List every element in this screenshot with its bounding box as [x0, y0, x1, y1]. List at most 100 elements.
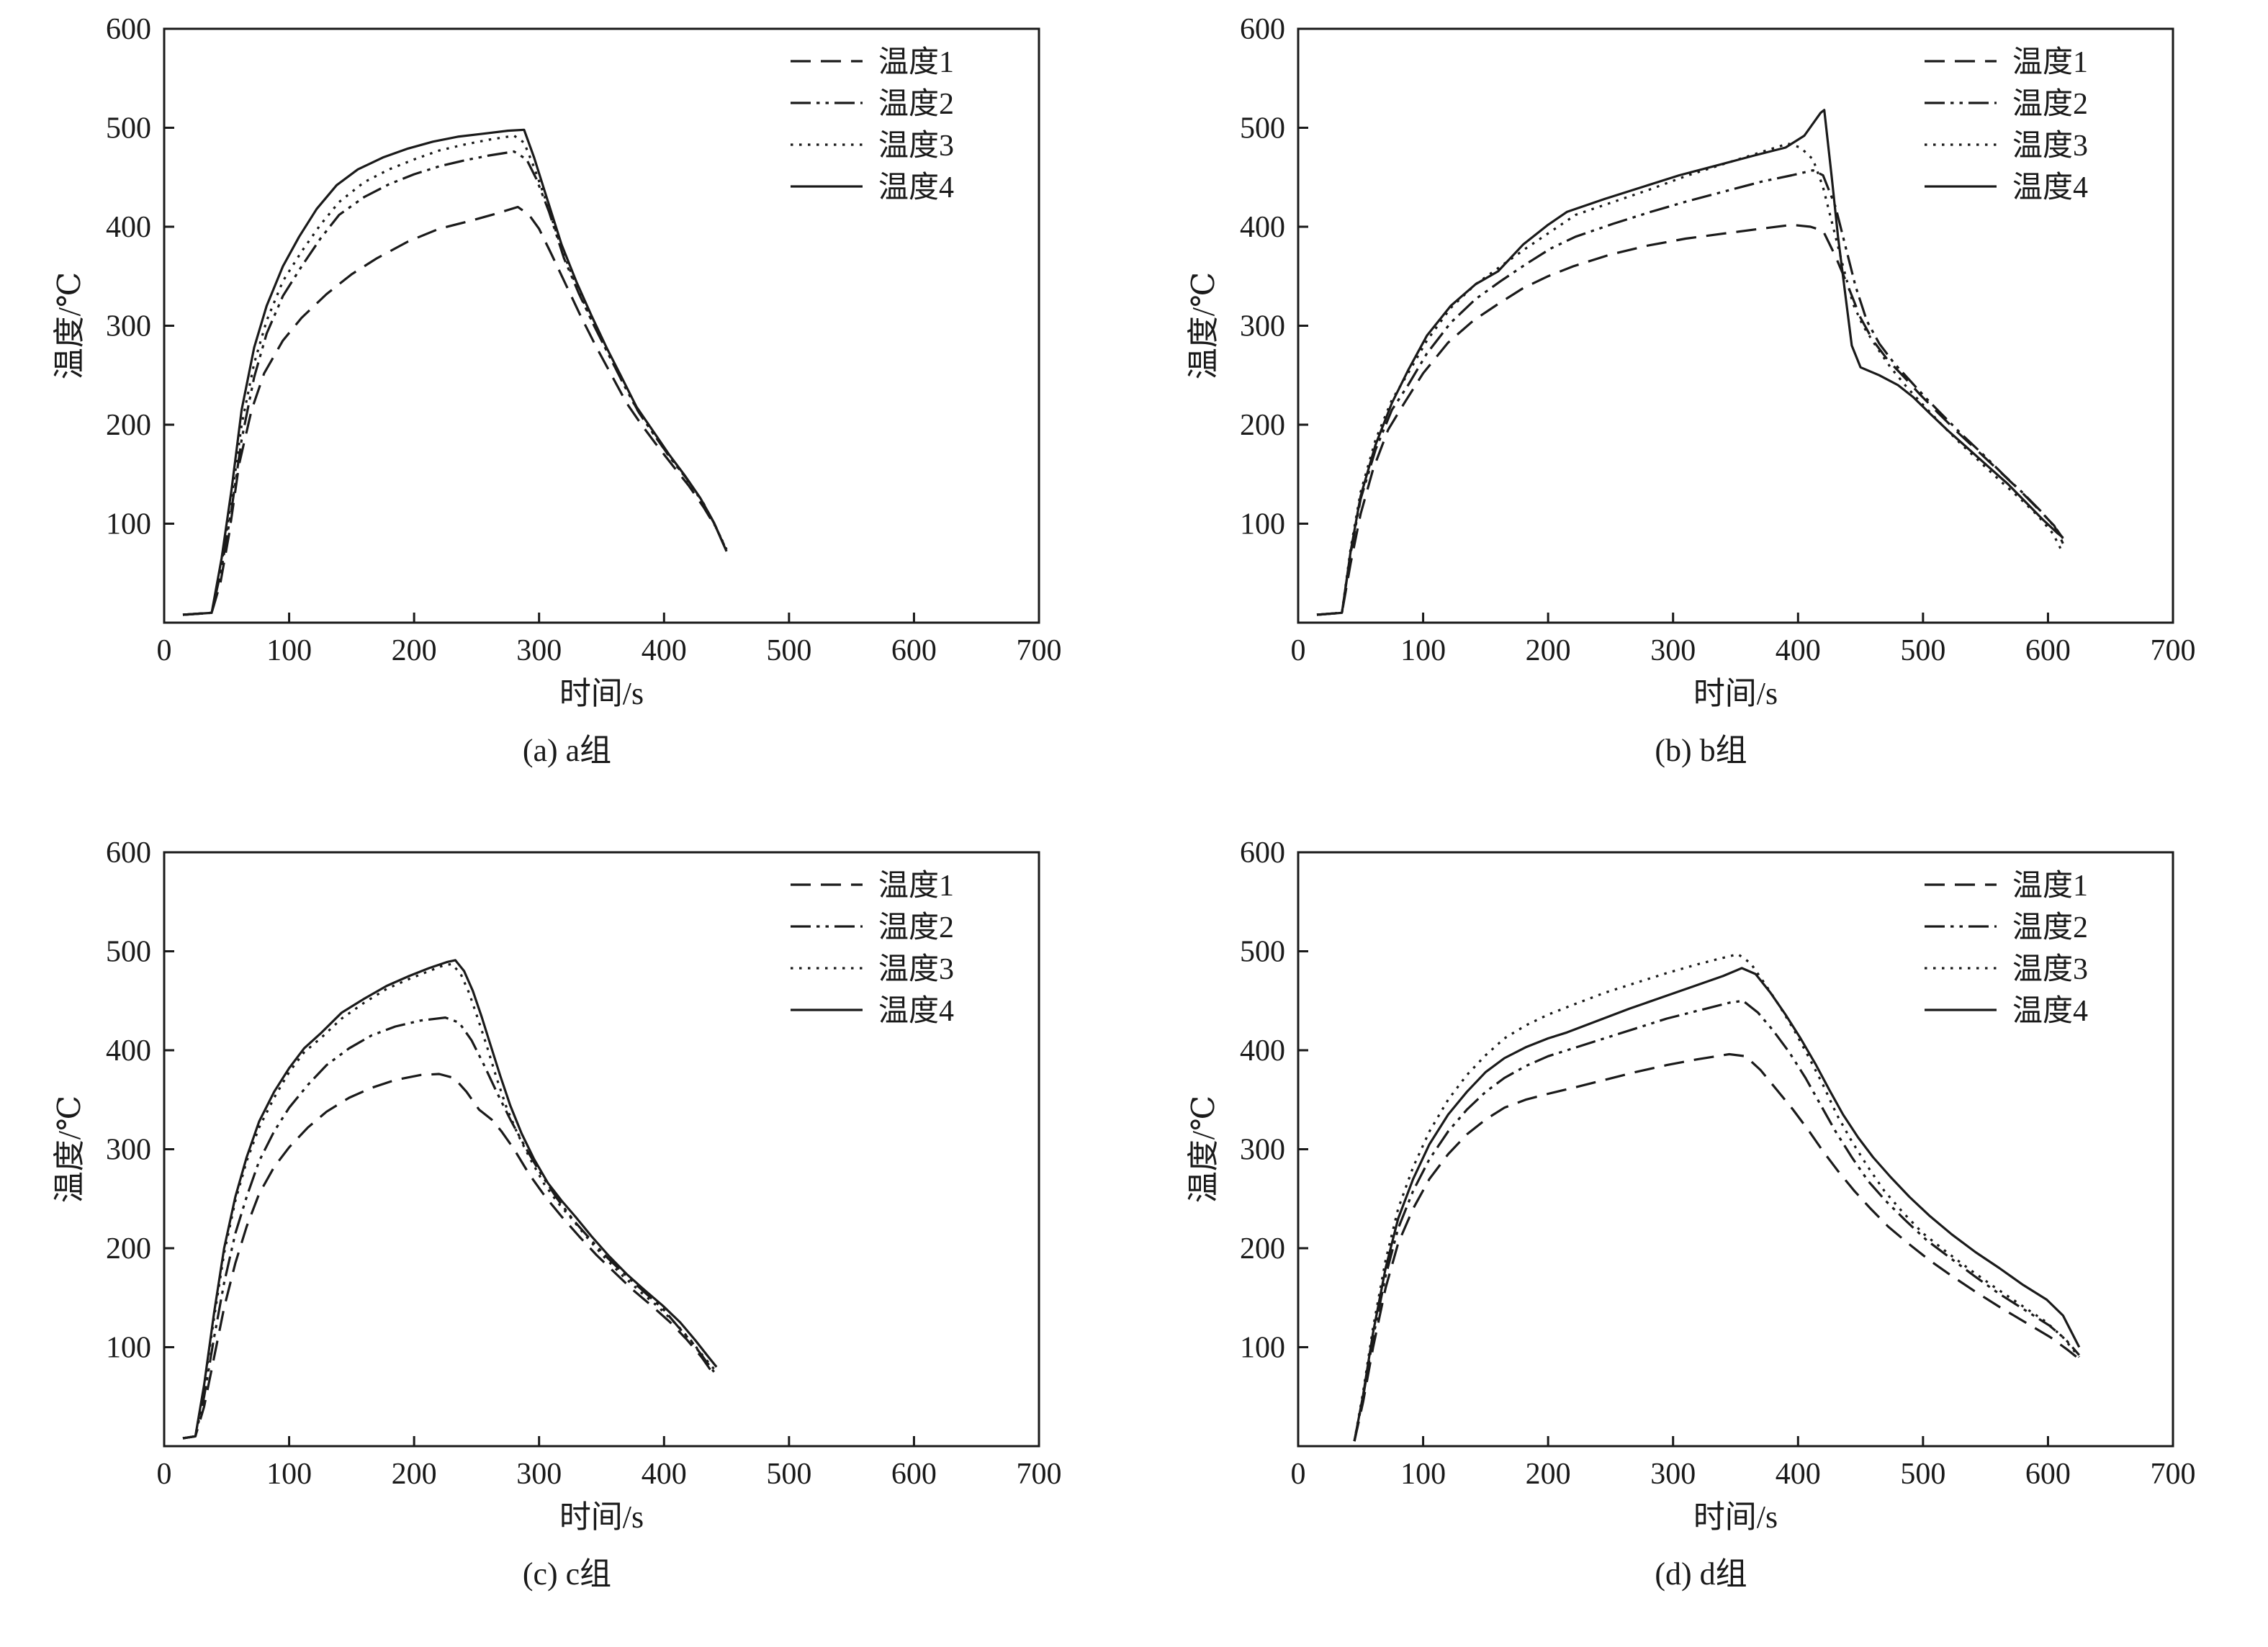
x-tick-label: 500: [766, 1458, 811, 1491]
x-tick-label: 500: [766, 634, 811, 667]
y-tick-label: 500: [1240, 936, 1285, 969]
chart-a-caption: (a) a组: [522, 733, 612, 768]
y-tick-label: 400: [106, 211, 151, 244]
legend-label: 温度4: [2012, 171, 2088, 204]
legend-label: 温度3: [2012, 130, 2088, 163]
legend-label: 温度3: [2012, 953, 2088, 986]
x-tick-label: 600: [891, 1458, 936, 1491]
chart-b-plot: 0 100 200 300 400 500 600 700 100 200 300 400 500 600…: [1186, 13, 2196, 711]
y-tick-label: 200: [1240, 409, 1285, 442]
panel-c: 0 100 200 300 400 500 600 700 100 200 300 400 500 600…: [0, 823, 1134, 1647]
x-tick-label: 300: [516, 634, 562, 667]
x-tick-label: 0: [1290, 1458, 1305, 1491]
y-tick-label: 100: [106, 508, 151, 541]
x-tick-label: 0: [156, 1458, 171, 1491]
y-tick-label: 400: [1240, 211, 1285, 244]
y-tick-label: 300: [1240, 1134, 1285, 1167]
y-tick-label: 600: [106, 836, 151, 870]
x-tick-label: 300: [516, 1458, 562, 1491]
legend-label: 温度1: [878, 46, 954, 79]
x-tick-label: 100: [266, 634, 312, 667]
y-tick-label: 300: [1240, 310, 1285, 343]
x-tick-label: 200: [391, 634, 436, 667]
chart-d-caption: (d) d组: [1655, 1556, 1747, 1592]
series-line-solid: [1353, 967, 2080, 1442]
series-line-dashdotdot: [1353, 999, 2080, 1442]
series-line-dashed: [182, 1073, 715, 1440]
legend-label: 温度4: [878, 171, 954, 204]
y-tick-label: 400: [1240, 1034, 1285, 1068]
x-tick-label: 500: [1900, 1458, 1945, 1491]
legend-label: 温度3: [878, 953, 954, 986]
y-tick-label: 500: [1240, 112, 1285, 145]
y-tick-label: 600: [1240, 13, 1285, 46]
x-tick-label: 700: [1016, 1458, 1061, 1491]
y-tick-label: 100: [106, 1332, 151, 1365]
x-axis-label: 时间/s: [1693, 676, 1777, 711]
legend-label: 温度1: [878, 870, 954, 903]
y-tick-label: 300: [106, 310, 151, 343]
x-tick-label: 700: [1016, 634, 1061, 667]
legend-label: 温度2: [878, 88, 954, 121]
x-tick-label: 0: [156, 634, 171, 667]
y-tick-label: 100: [1240, 1332, 1285, 1365]
series-line-dashed: [1316, 223, 2064, 616]
x-tick-label: 100: [1400, 1458, 1446, 1491]
panel-a: 0 100 200 300 400 500 600 700 100 200 300 400 500 600…: [0, 0, 1134, 823]
legend-label: 温度2: [2012, 88, 2088, 121]
series-line-dashed: [182, 205, 728, 616]
x-tick-label: 600: [2025, 634, 2070, 667]
x-tick-label: 200: [1525, 634, 1570, 667]
chart-c-plot: 0 100 200 300 400 500 600 700 100 200 300 400 500 600…: [52, 836, 1062, 1535]
series-line-dashdotdot: [1316, 169, 2064, 616]
x-tick-label: 600: [891, 634, 936, 667]
x-tick-label: 300: [1650, 634, 1696, 667]
y-tick-label: 600: [1240, 836, 1285, 870]
y-tick-label: 100: [1240, 508, 1285, 541]
x-tick-label: 700: [2150, 1458, 2195, 1491]
legend-label: 温度2: [2012, 911, 2088, 944]
series-line-dotted: [1353, 953, 2080, 1442]
series-line-dotted: [182, 962, 715, 1440]
y-axis-label: 温度/℃: [1186, 272, 1221, 379]
chart-b-caption: (b) b组: [1655, 733, 1747, 768]
y-tick-label: 200: [106, 409, 151, 442]
chart-c-caption: (c) c组: [522, 1556, 612, 1592]
x-tick-label: 600: [2025, 1458, 2070, 1491]
series-line-dotted: [1316, 142, 2064, 616]
y-tick-label: 500: [106, 112, 151, 145]
series-line-dashdotdot: [182, 1016, 715, 1440]
x-tick-label: 100: [1400, 634, 1446, 667]
legend-label: 温度4: [878, 995, 954, 1028]
x-tick-label: 300: [1650, 1458, 1696, 1491]
series-line-solid: [182, 128, 728, 616]
y-tick-label: 500: [106, 936, 151, 969]
chart-a-plot: 0 100 200 300 400 500 600 700 100 200 300 400 500 600…: [52, 13, 1062, 711]
y-axis-label: 温度/℃: [1186, 1096, 1221, 1203]
legend-label: 温度4: [2012, 995, 2088, 1028]
y-axis-label: 温度/℃: [52, 272, 87, 379]
x-tick-label: 500: [1900, 634, 1945, 667]
y-tick-label: 400: [106, 1034, 151, 1068]
panel-b: 0 100 200 300 400 500 600 700 100 200 300 400 500 600…: [1134, 0, 2268, 823]
y-tick-label: 300: [106, 1134, 151, 1167]
series-line-dashdotdot: [182, 150, 728, 616]
x-tick-label: 400: [641, 1458, 686, 1491]
legend-label: 温度3: [878, 130, 954, 163]
chart-d-plot: 0 100 200 300 400 500 600 700 100 200 300 400 500 600…: [1186, 836, 2196, 1535]
panel-d: 0 100 200 300 400 500 600 700 100 200 300 400 500 600…: [1134, 823, 2268, 1647]
x-tick-label: 400: [1775, 1458, 1820, 1491]
y-tick-label: 200: [106, 1232, 151, 1265]
legend-label: 温度2: [878, 911, 954, 944]
x-tick-label: 400: [1775, 634, 1820, 667]
x-tick-label: 200: [1525, 1458, 1570, 1491]
x-axis-label: 时间/s: [559, 676, 643, 711]
y-tick-label: 200: [1240, 1232, 1285, 1265]
y-tick-label: 600: [106, 13, 151, 46]
x-tick-label: 100: [266, 1458, 312, 1491]
x-tick-label: 400: [641, 634, 686, 667]
x-tick-label: 700: [2150, 634, 2195, 667]
y-axis-label: 温度/℃: [52, 1096, 87, 1203]
x-tick-label: 0: [1290, 634, 1305, 667]
series-line-dashed: [1353, 1052, 2080, 1442]
